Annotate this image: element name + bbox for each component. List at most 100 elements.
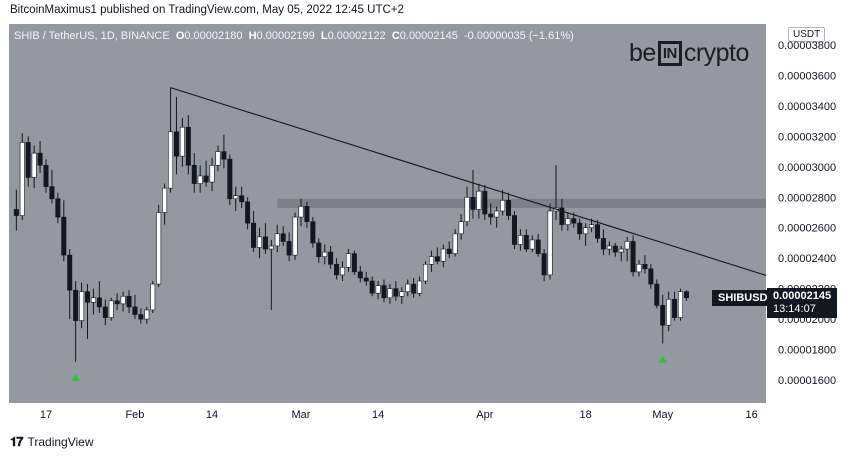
logo-box: IN [657,40,682,66]
footer-text: TradingView [27,435,94,449]
candle-body [79,291,85,321]
candle-body [239,195,245,203]
candle-body [55,198,61,218]
x-tick-label: 18 [580,409,592,421]
x-tick-label: 16 [746,409,758,421]
candle-body [227,158,233,200]
symbol-header: SHIB / TetherUS, 1D, BINANCE O0.00002180… [14,30,574,42]
candle-body [535,239,541,254]
candle-body [215,151,221,166]
candle-body [589,224,595,229]
close-value: 0.00002145 [399,30,458,42]
y-tick-label: 0.00002600 [778,223,836,235]
candle-body [328,251,334,265]
candle-body [138,314,144,320]
candle-body [672,298,678,318]
change-value: -0.00000035 (−1.61%) [464,30,574,42]
x-tick-label: Apr [476,409,493,421]
candle-body [185,126,191,166]
candle-body [156,212,162,285]
x-tick-label: 14 [372,409,384,421]
candle-body [73,289,79,321]
candle-body [132,306,138,315]
plot-area [13,87,766,381]
candle-body [150,283,156,311]
y-tick-label: 0.00003400 [778,101,836,113]
candle-body [85,291,91,303]
up-arrow-icon [71,373,80,381]
candle-body [363,277,369,282]
currency-badge[interactable]: USDT [788,27,826,42]
candle-body [120,295,126,305]
candle-body [369,280,375,294]
publisher-line: BitcoinMaximus1 published on TradingView… [10,4,404,16]
candle-body [618,248,624,253]
candle-body [274,233,280,247]
candle-body [37,152,43,166]
candle-body [660,305,666,326]
candle-body [506,200,512,216]
candle-body [351,253,357,273]
candle-body [541,253,547,276]
candle-body [339,267,345,276]
descending-resistance-line [170,87,766,276]
candle-body [559,207,565,225]
candle-body [464,196,470,222]
candle-body [209,164,215,183]
candle-body [191,164,197,184]
logo-text-pre: be [629,38,656,67]
chart-pane[interactable] [9,24,766,403]
candle-body [446,248,452,254]
footer-brand[interactable]: 𝟏𝟕 TradingView [10,434,94,450]
candle-body [304,206,310,222]
candle-body [488,213,494,218]
close-label: C [391,30,400,42]
candle-body [630,241,636,273]
resistance-zone [277,198,766,208]
candle-body [393,288,399,297]
y-tick-label: 0.00002400 [778,253,836,265]
candle-body [375,285,381,294]
candle-body [648,268,654,285]
candle-body [173,131,179,157]
candle-body [636,263,642,273]
candle-body [203,175,209,183]
candle-body [642,263,648,270]
candle-body [144,309,150,320]
candle-body [511,215,517,245]
candle-body [494,210,500,218]
candle-body [452,233,458,254]
candle-body [43,164,49,187]
candle-body [517,235,523,245]
candle-body [19,142,25,216]
time-axis[interactable] [9,403,766,427]
candle-body [476,190,482,210]
candle-body [108,300,114,318]
beincrypto-logo: be IN crypto [629,37,749,69]
candle-body [423,263,429,282]
candle-body [417,280,423,294]
candle-body [594,224,600,239]
y-tick-label: 0.00002800 [778,192,836,204]
up-arrow-icon [658,355,667,363]
candle-body [357,271,363,279]
candle-body [13,209,19,216]
candle-body [280,233,286,242]
candle-body [268,245,274,250]
candle-body [251,222,257,248]
tradingview-logo-icon: 𝟏𝟕 [10,434,24,449]
x-tick-label: May [652,409,673,421]
candle-body [286,241,292,256]
symbol-price-label: SHIBUSDT [712,290,781,306]
candle-body [428,256,434,265]
price-axis[interactable] [767,24,850,403]
candle-body [114,300,120,305]
candle-body [470,196,476,210]
symbol-title[interactable]: SHIB / TetherUS, 1D, BINANCE [14,30,170,42]
candle-body [233,195,239,200]
low-value: 0.00002122 [327,30,386,42]
candle-body [49,186,55,200]
candle-body [96,297,102,308]
candle-body [298,206,304,218]
y-tick-label: 0.00003800 [778,40,836,52]
